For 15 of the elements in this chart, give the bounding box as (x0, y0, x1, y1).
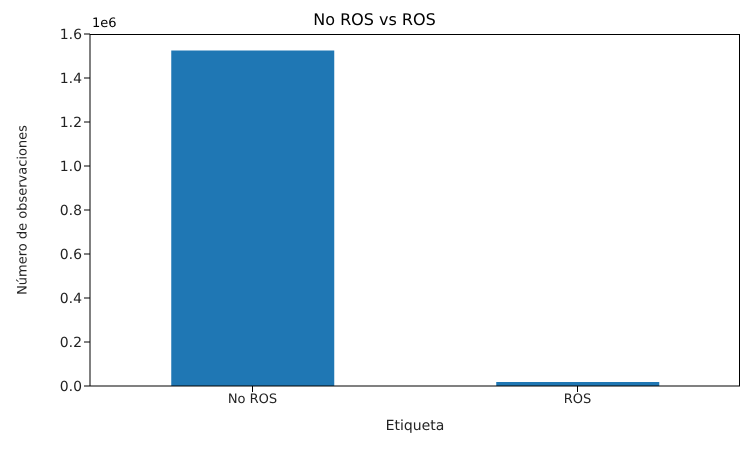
y-tick-label: 1.4 (60, 70, 82, 87)
y-tick-label: 0.2 (60, 334, 82, 351)
y-tick-label: 0.0 (60, 378, 82, 395)
y-tick-label: 1.2 (60, 114, 82, 131)
y-tick-label: 0.8 (60, 202, 82, 219)
x-axis-title: Etiqueta (386, 418, 444, 434)
y-axis-title: Número de observaciones (16, 124, 31, 295)
x-tick-label: ROS (564, 392, 592, 408)
y-tick-label: 1.6 (60, 26, 82, 43)
y-tick-label: 0.4 (60, 290, 82, 307)
y-tick-label: 0.6 (60, 246, 82, 263)
chart-title: No ROS vs ROS (313, 10, 436, 29)
y-tick-label: 1.0 (60, 158, 82, 175)
x-tick-label: No ROS (228, 392, 278, 408)
text: 1e6 (92, 16, 117, 31)
